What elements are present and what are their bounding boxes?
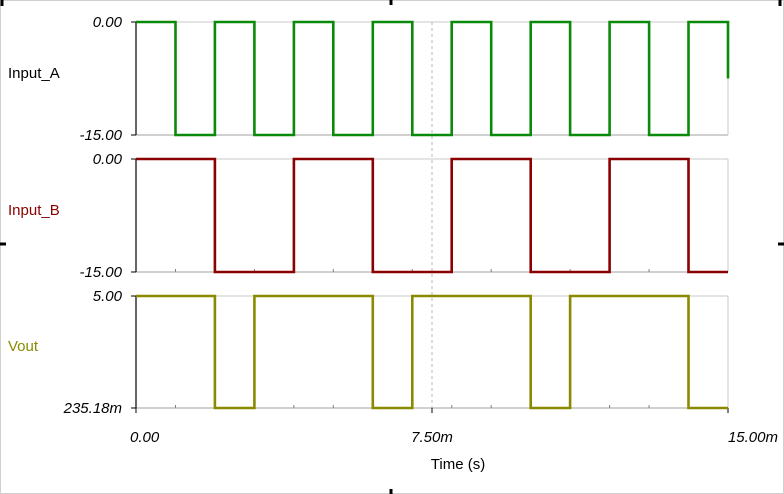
axes xyxy=(131,21,729,413)
signal-name-vout: Vout xyxy=(8,338,39,355)
x-axis-title: Time (s) xyxy=(431,456,485,473)
panel-0-ytick-label-bottom: -15.00 xyxy=(79,127,122,144)
signal-name-input-a: Input_A xyxy=(8,65,60,82)
panel-0-ytick-label-top: 0.00 xyxy=(93,14,123,31)
labels: 0.00 -15.00 Input_A 0.00 -15.00 Input_B 5.00 23… xyxy=(8,14,778,446)
traces xyxy=(136,20,730,410)
xtick-label-1: 7.50m xyxy=(411,429,453,446)
trace-input-a xyxy=(136,20,730,137)
trace-vout xyxy=(136,294,728,410)
panel-2-ytick-label-top: 5.00 xyxy=(93,288,123,305)
xtick-label-0: 0.00 xyxy=(130,429,160,446)
panel-1-ytick-label-bottom: -15.00 xyxy=(79,264,122,281)
panel-1-ytick-label-top: 0.00 xyxy=(93,151,123,168)
xtick-label-2: 15.00m xyxy=(728,429,778,446)
signal-name-input-b: Input_B xyxy=(8,202,60,219)
panel-2-ytick-label-bottom: 235.18m xyxy=(63,400,122,417)
trace-input-b xyxy=(136,157,728,274)
